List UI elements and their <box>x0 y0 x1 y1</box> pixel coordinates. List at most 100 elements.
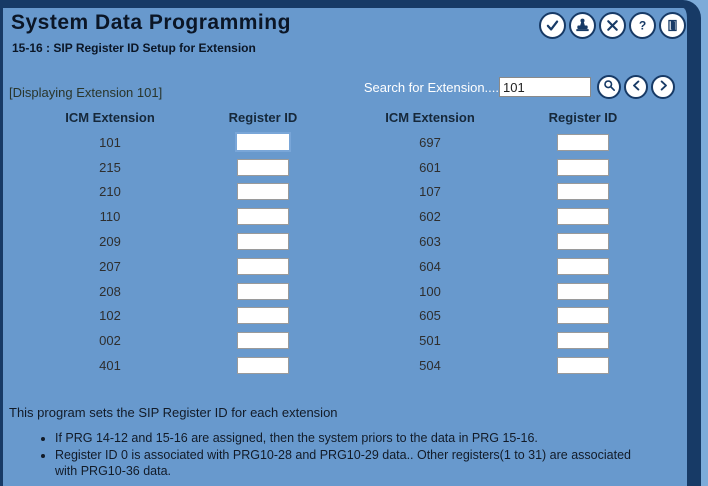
content-area: System Data Programming 15-16 : SIP Regi… <box>3 8 687 486</box>
column-headers: ICM Extension Register ID <box>345 107 643 127</box>
svg-text:?: ? <box>639 18 646 32</box>
note-item: Register ID 0 is associated with PRG10-2… <box>55 448 653 479</box>
register-id-input[interactable] <box>237 332 289 350</box>
register-id-header: Register ID <box>228 109 298 125</box>
search-icon <box>602 78 617 96</box>
register-id-input[interactable] <box>237 233 289 251</box>
register-id-input[interactable] <box>237 282 289 300</box>
table-row: 107 <box>345 180 643 205</box>
register-id-input[interactable] <box>237 158 289 176</box>
extension-group-right: ICM Extension Register ID 697 601 107 60… <box>345 107 643 378</box>
page-title: System Data Programming <box>11 11 291 34</box>
register-id-input[interactable] <box>557 357 609 375</box>
extension-number: 100 <box>419 283 441 299</box>
search-label: Search for Extension.... <box>363 79 499 95</box>
prev-icon <box>629 78 644 96</box>
next-icon <box>656 78 671 96</box>
extension-number: 002 <box>99 333 121 349</box>
table-row: 208 <box>25 279 323 304</box>
extension-group-left: ICM Extension Register ID 101 215 210 11… <box>25 107 323 378</box>
search-button[interactable] <box>597 75 621 99</box>
extension-number: 208 <box>99 283 121 299</box>
register-id-input[interactable] <box>557 233 609 251</box>
table-row: 101 <box>25 130 323 155</box>
register-id-input[interactable] <box>237 307 289 325</box>
notes-list: If PRG 14-12 and 15-16 are assigned, the… <box>9 431 653 479</box>
extension-number: 210 <box>99 184 121 200</box>
extension-number: 107 <box>419 184 441 200</box>
register-id-input[interactable] <box>557 332 609 350</box>
table-row: 602 <box>345 204 643 229</box>
extension-number: 501 <box>419 333 441 349</box>
apply-button[interactable] <box>539 12 566 39</box>
extension-number: 102 <box>99 308 121 324</box>
register-id-input[interactable] <box>557 183 609 201</box>
table-row: 110 <box>25 204 323 229</box>
extension-table: ICM Extension Register ID 101 215 210 11… <box>25 107 643 378</box>
extension-number: 209 <box>99 234 121 250</box>
stamp-icon <box>574 17 591 34</box>
help-icon: ? <box>634 17 651 34</box>
table-row: 604 <box>345 254 643 279</box>
table-row: 401 <box>25 353 323 378</box>
table-row: 215 <box>25 155 323 180</box>
write-to-system-button[interactable] <box>569 12 596 39</box>
check-icon <box>544 17 561 34</box>
icm-extension-header: ICM Extension <box>65 109 155 125</box>
exit-button[interactable] <box>659 12 686 39</box>
previous-extension-button[interactable] <box>624 75 648 99</box>
register-id-input[interactable] <box>557 282 609 300</box>
program-description: This program sets the SIP Register ID fo… <box>9 405 338 420</box>
column-headers: ICM Extension Register ID <box>25 107 323 127</box>
extension-number: 697 <box>419 134 441 150</box>
table-row: 501 <box>345 328 643 353</box>
register-id-input[interactable] <box>237 208 289 226</box>
extension-number: 604 <box>419 258 441 274</box>
register-id-input[interactable] <box>557 158 609 176</box>
close-icon <box>604 17 621 34</box>
register-id-input[interactable] <box>557 257 609 275</box>
help-button[interactable]: ? <box>629 12 656 39</box>
table-row: 210 <box>25 180 323 205</box>
icm-extension-header: ICM Extension <box>385 109 475 125</box>
register-id-header: Register ID <box>548 109 618 125</box>
toolbar: ? <box>539 12 686 39</box>
register-id-input[interactable] <box>237 257 289 275</box>
register-id-input[interactable] <box>237 183 289 201</box>
extension-number: 601 <box>419 159 441 175</box>
table-row: 207 <box>25 254 323 279</box>
register-id-input[interactable] <box>557 133 609 151</box>
extension-number: 215 <box>99 159 121 175</box>
extension-number: 101 <box>99 134 121 150</box>
register-id-input[interactable] <box>557 307 609 325</box>
extension-number: 401 <box>99 358 121 374</box>
register-id-input[interactable] <box>557 208 609 226</box>
register-id-input[interactable] <box>237 357 289 375</box>
extension-number: 504 <box>419 358 441 374</box>
table-row: 605 <box>345 304 643 329</box>
cancel-button[interactable] <box>599 12 626 39</box>
table-row: 100 <box>345 279 643 304</box>
table-row: 697 <box>345 130 643 155</box>
extension-number: 602 <box>419 209 441 225</box>
next-extension-button[interactable] <box>651 75 675 99</box>
table-row: 601 <box>345 155 643 180</box>
program-subtitle: 15-16 : SIP Register ID Setup for Extens… <box>12 41 256 55</box>
register-id-input[interactable] <box>235 132 291 153</box>
extension-number: 603 <box>419 234 441 250</box>
extension-number: 605 <box>419 308 441 324</box>
table-row: 002 <box>25 328 323 353</box>
displaying-status: [Displaying Extension 101] <box>9 85 163 100</box>
search-input[interactable] <box>499 77 591 97</box>
table-row: 603 <box>345 229 643 254</box>
search-controls <box>597 75 675 99</box>
table-row: 504 <box>345 353 643 378</box>
exit-icon <box>664 17 681 34</box>
extension-number: 110 <box>99 209 121 225</box>
table-row: 102 <box>25 304 323 329</box>
note-item: If PRG 14-12 and 15-16 are assigned, the… <box>55 431 653 446</box>
table-row: 209 <box>25 229 323 254</box>
extension-number: 207 <box>99 258 121 274</box>
footer-notes: This program sets the SIP Register ID fo… <box>9 405 653 481</box>
